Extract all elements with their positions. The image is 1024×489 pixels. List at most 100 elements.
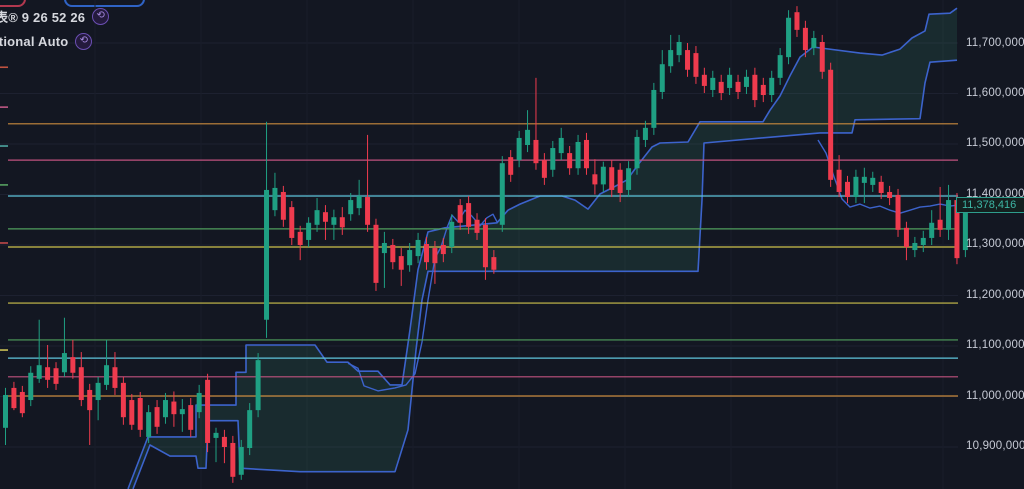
- loading-spinner-icon: ⟲: [75, 33, 93, 50]
- candle-up: [634, 136, 640, 169]
- candle-up: [196, 392, 202, 413]
- candle-up: [575, 141, 581, 169]
- indicator-legend-pivot-points[interactable]: itional Auto ⟲: [0, 33, 93, 50]
- candle-up: [861, 176, 867, 183]
- candle-up: [600, 166, 606, 185]
- candle-down: [339, 217, 345, 228]
- candle-down: [112, 367, 118, 388]
- candle-down: [440, 244, 446, 255]
- candle-up: [525, 129, 531, 146]
- price-axis-label: 11,600,000: [966, 86, 1024, 99]
- candle-down: [819, 41, 825, 72]
- candle-up: [449, 221, 455, 248]
- price-axis-label: 11,700,000: [966, 36, 1024, 49]
- candle-up: [777, 55, 783, 78]
- candle-up: [61, 353, 67, 373]
- candle-down: [718, 81, 724, 93]
- candle-down: [398, 256, 404, 270]
- indicator-legend-ichimoku[interactable]: 表® 9 26 52 26 ⟲: [0, 7, 110, 26]
- candle-up: [870, 177, 876, 185]
- candle-down: [120, 382, 126, 418]
- candle-up: [306, 222, 312, 240]
- candle-down: [466, 203, 472, 227]
- price-axis-label: 11,400,000: [966, 187, 1024, 200]
- candle-up: [36, 365, 42, 379]
- candle-up: [407, 250, 413, 266]
- candle-up: [962, 205, 968, 251]
- candle-up: [769, 77, 775, 96]
- candle-down: [541, 160, 547, 178]
- candle-up: [104, 365, 110, 385]
- candle-up: [146, 412, 152, 437]
- price-axis-label: 11,200,000: [966, 288, 1024, 301]
- candle-down: [887, 191, 893, 199]
- price-axis-label: 11,300,000: [966, 238, 1024, 251]
- candle-up: [920, 237, 926, 245]
- candle-up: [811, 37, 817, 49]
- loading-spinner-icon: ⟲: [92, 8, 110, 25]
- candle-down: [70, 357, 76, 373]
- candle-up: [272, 187, 278, 211]
- candle-up: [95, 382, 101, 401]
- candle-down: [424, 243, 429, 263]
- candle-down: [794, 12, 800, 30]
- candle-down: [533, 139, 539, 164]
- candle-down: [685, 50, 691, 70]
- candle-down: [19, 391, 25, 414]
- candle-down: [322, 212, 328, 222]
- candle-down: [567, 153, 573, 169]
- candle-down: [895, 195, 901, 230]
- candle-down: [752, 74, 758, 101]
- candle-up: [853, 176, 859, 198]
- candle-up: [331, 217, 337, 225]
- candle-down: [373, 224, 379, 283]
- candle-down: [836, 169, 842, 192]
- candle-up: [743, 76, 749, 87]
- candle-down: [154, 407, 160, 427]
- candle-down: [297, 231, 303, 245]
- indicator-pivot-label: itional Auto: [0, 34, 69, 49]
- candle-up: [264, 189, 270, 320]
- candle-down: [390, 244, 396, 263]
- candle-down: [828, 69, 834, 180]
- candle-up: [213, 432, 219, 438]
- candle-down: [457, 205, 463, 223]
- candle-up: [314, 210, 320, 225]
- candle-up: [626, 168, 632, 190]
- indicator-ichimoku-label: 表® 9 26 52 26: [0, 10, 86, 25]
- candle-up: [912, 242, 918, 251]
- candle-down: [221, 436, 227, 447]
- candle-down: [280, 191, 286, 220]
- candle-down: [508, 157, 514, 175]
- candle-down: [365, 197, 371, 225]
- candle-down: [878, 181, 884, 193]
- candle-down: [735, 81, 741, 92]
- ichimoku-senkou-line: [132, 59, 958, 489]
- candle-up: [255, 360, 261, 411]
- candle-up: [348, 200, 354, 215]
- candle-down: [937, 219, 943, 230]
- candle-up: [238, 446, 244, 475]
- candle-up: [162, 400, 168, 418]
- candle-up: [356, 196, 362, 209]
- candle-down: [845, 181, 850, 198]
- candle-down: [129, 400, 135, 425]
- candle-down: [171, 401, 177, 415]
- candle-up: [3, 394, 8, 428]
- candle-down: [137, 398, 143, 430]
- candle-up: [415, 239, 421, 257]
- candle-down: [617, 169, 623, 193]
- candle-up: [727, 74, 733, 88]
- candle-down: [954, 200, 960, 259]
- candle-down: [482, 224, 488, 268]
- candle-down: [903, 227, 909, 248]
- ichimoku-cloud: [128, 8, 957, 489]
- price-axis-label: 11,000,000: [966, 389, 1024, 402]
- price-axis-label: 10,900,000: [966, 440, 1024, 453]
- candle-down: [701, 74, 707, 86]
- candle-down: [802, 27, 808, 51]
- candle-down: [609, 167, 615, 190]
- candle-up: [668, 50, 674, 67]
- candle-down: [53, 368, 59, 384]
